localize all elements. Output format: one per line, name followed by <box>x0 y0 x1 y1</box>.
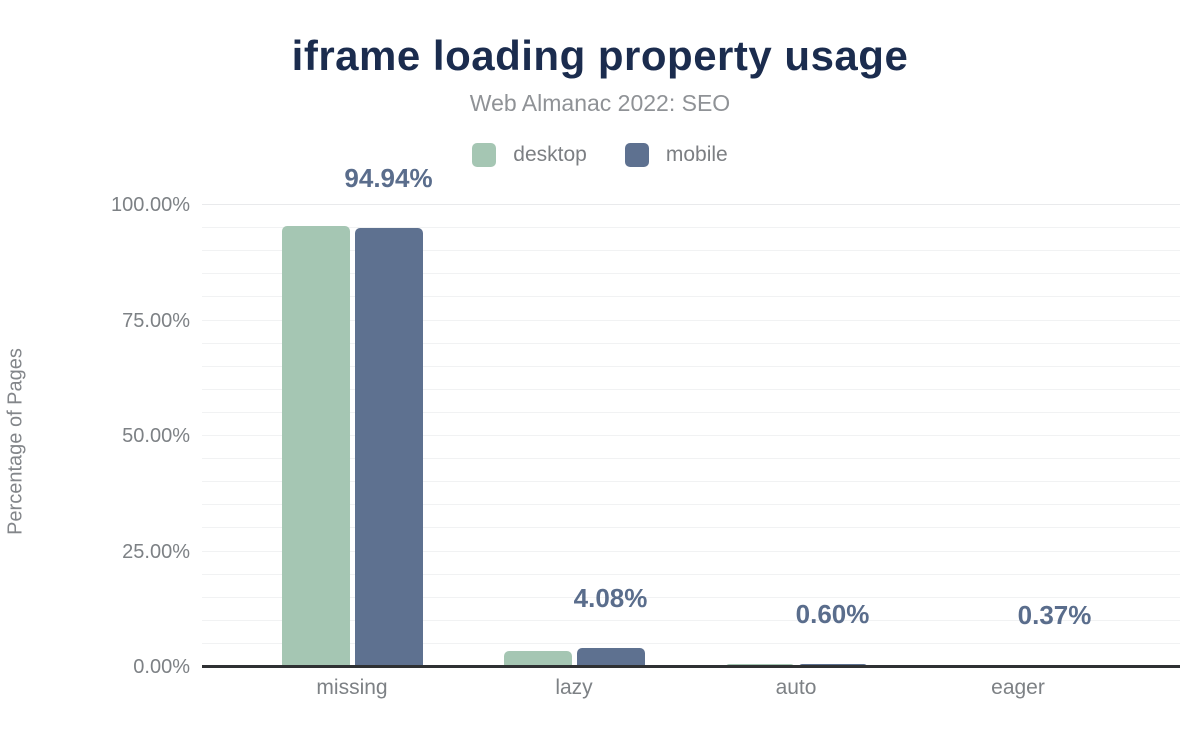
gridline <box>202 481 1180 483</box>
legend-label-mobile: mobile <box>665 143 728 166</box>
bar-missing-mobile[interactable] <box>354 228 423 667</box>
gridline <box>202 411 1180 413</box>
gridline <box>202 596 1180 598</box>
chart-title: iframe loading property usage <box>291 32 909 79</box>
y-tick-label-100: 100.00% <box>111 194 190 216</box>
y-tick-label-0: 0.00% <box>133 656 190 678</box>
gridline <box>202 273 1180 275</box>
plot-area: 94.94% 4.08% 0.60% 0.37% <box>202 163 1180 668</box>
x-axis-line <box>202 665 1180 668</box>
gridline <box>202 388 1180 390</box>
legend-label-desktop: desktop <box>513 143 587 166</box>
value-label-eager: 0.37% <box>1017 600 1092 631</box>
gridline <box>202 319 1180 321</box>
gridline <box>202 204 1180 205</box>
value-label-lazy: 4.08% <box>573 583 648 614</box>
bar-lazy-desktop[interactable] <box>503 650 572 667</box>
y-tick-label-75: 75.00% <box>122 309 190 332</box>
x-tick-label-missing: missing <box>316 676 388 699</box>
gridline <box>202 573 1180 575</box>
y-tick-label-25: 25.00% <box>122 540 190 563</box>
gridline <box>202 527 1180 529</box>
legend-item-mobile: mobile <box>624 143 728 167</box>
bar-lazy-mobile[interactable] <box>576 648 645 667</box>
legend-item-desktop: desktop <box>472 143 587 167</box>
value-label-missing: 94.94% <box>344 163 433 194</box>
mobile-swatch-icon <box>624 143 649 167</box>
gridline <box>202 365 1180 367</box>
gridline <box>202 227 1180 229</box>
gridline <box>202 458 1180 460</box>
y-axis-title: Percentage of Pages <box>4 348 27 535</box>
legend: desktop mobile <box>0 143 1200 167</box>
value-label-auto: 0.60% <box>795 599 870 630</box>
y-tick-label-50: 50.00% <box>122 425 190 447</box>
gridline <box>202 550 1180 552</box>
gridline <box>202 435 1180 436</box>
gridline <box>202 250 1180 252</box>
gridline <box>202 642 1180 644</box>
x-tick-label-eager: eager <box>991 676 1045 699</box>
x-tick-label-auto: auto <box>775 676 817 699</box>
gridline <box>202 504 1180 506</box>
gridline <box>202 619 1180 621</box>
bar-missing-desktop[interactable] <box>281 225 350 667</box>
gridline <box>202 296 1180 298</box>
gridline <box>202 342 1180 344</box>
x-tick-label-lazy: lazy <box>555 676 593 699</box>
chart-subtitle: Web Almanac 2022: SEO <box>469 90 731 116</box>
desktop-swatch-icon <box>472 143 497 167</box>
